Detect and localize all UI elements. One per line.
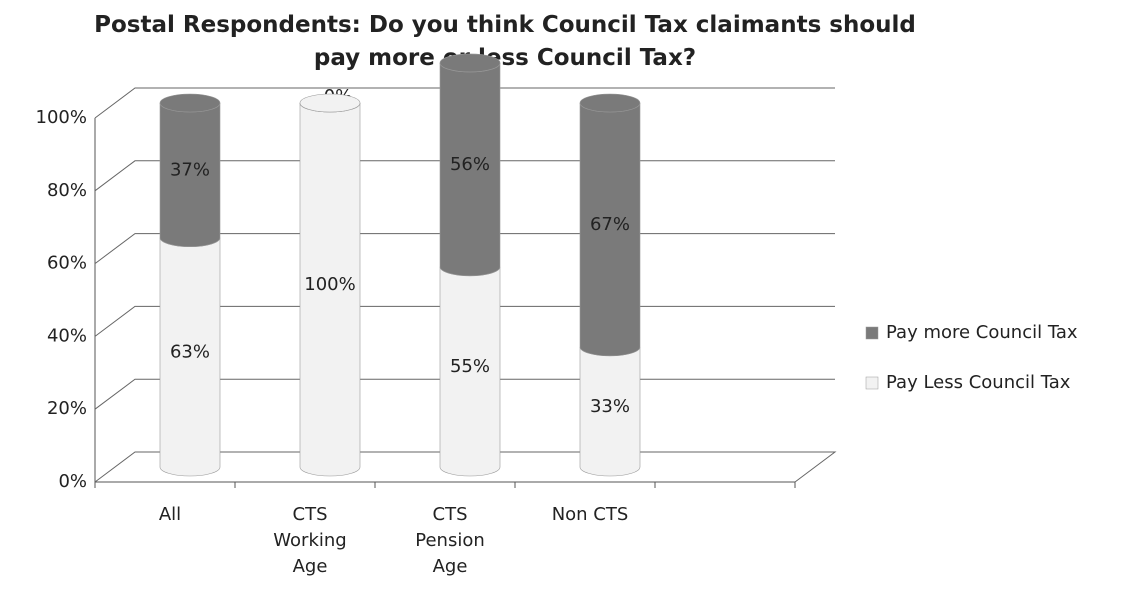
data-label: 55% bbox=[450, 356, 490, 377]
bar-cap bbox=[159, 93, 221, 113]
x-tick-label: CTS Working Age bbox=[273, 504, 347, 577]
x-tick-label: All bbox=[158, 504, 182, 525]
y-tick-label: 0% bbox=[58, 471, 87, 492]
legend-swatch bbox=[865, 326, 879, 340]
bar-cap bbox=[579, 93, 641, 113]
data-label: 33% bbox=[590, 396, 630, 417]
x-tick-label: CTS Pension Age bbox=[415, 504, 485, 577]
data-label: 100% bbox=[304, 274, 355, 295]
y-tick-label: 20% bbox=[47, 398, 87, 419]
data-label: 56% bbox=[450, 154, 490, 175]
legend-swatch bbox=[865, 376, 879, 390]
y-tick-label: 100% bbox=[36, 107, 87, 128]
bar-cap bbox=[299, 93, 361, 113]
chart-title: pay more or less Council Tax? bbox=[314, 45, 696, 71]
x-tick-label: Non CTS bbox=[551, 504, 629, 525]
y-tick-label: 60% bbox=[47, 253, 87, 274]
chart-title: Postal Respondents: Do you think Council… bbox=[94, 12, 916, 38]
legend-label: Pay Less Council Tax bbox=[886, 372, 1071, 393]
data-label: 67% bbox=[590, 214, 630, 235]
grid-line bbox=[94, 87, 835, 119]
chart-title: Postal Respondents: Do you think Council… bbox=[94, 12, 916, 71]
y-tick-label: 40% bbox=[47, 325, 87, 346]
y-tick-label: 80% bbox=[47, 180, 87, 201]
legend-label: Pay more Council Tax bbox=[886, 322, 1078, 343]
data-label: 63% bbox=[170, 341, 210, 362]
bar-cap bbox=[439, 53, 501, 73]
data-label: 37% bbox=[170, 159, 210, 180]
